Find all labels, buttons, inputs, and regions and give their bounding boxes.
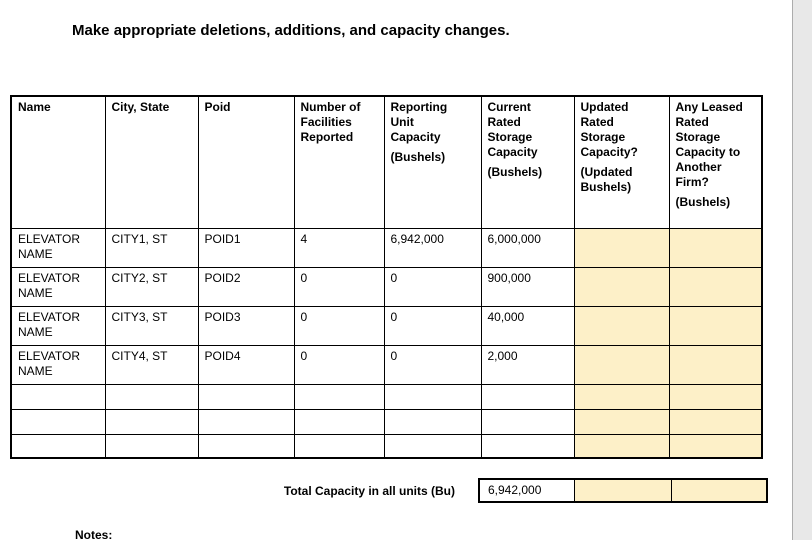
current-rated-capacity-cell: 40,000 (480, 305, 575, 346)
empty-current-rated-capacity-cell[interactable] (480, 383, 575, 410)
empty-name-cell[interactable] (10, 433, 106, 459)
table-row: ELEVATOR NAME CITY2, ST POID2 0 0 900,00… (10, 266, 763, 307)
leased-capacity-input-cell[interactable] (668, 227, 763, 268)
header-label: Reporting Unit Capacity (390, 100, 448, 144)
empty-table-row (10, 408, 763, 435)
header-label: Poid (204, 100, 231, 114)
notes-label: Notes: (75, 528, 113, 542)
total-leased-capacity-input-cell[interactable] (670, 478, 768, 503)
header-label: City, State (111, 100, 170, 114)
table-row: ELEVATOR NAME CITY1, ST POID1 4 6,942,00… (10, 227, 763, 268)
poid-cell: POID3 (197, 305, 295, 346)
header-sub-label: (Bushels) (390, 150, 446, 164)
updated-rated-capacity-input-cell[interactable] (573, 408, 670, 435)
column-header-reporting-unit-capacity: Reporting Unit Capacity (Bushels) (383, 95, 482, 229)
capacity-table: Name City, State Poid Number of Faciliti… (10, 95, 763, 459)
updated-rated-capacity-input-cell[interactable] (573, 433, 670, 459)
leased-capacity-input-cell[interactable] (668, 305, 763, 346)
header-label: Any Leased Rated Storage Capacity to Ano… (675, 100, 743, 189)
current-rated-capacity-cell: 900,000 (480, 266, 575, 307)
leased-capacity-input-cell[interactable] (668, 433, 763, 459)
header-sub-label: (Updated Bushels) (580, 165, 633, 194)
column-header-city-state: City, State (104, 95, 199, 229)
table-row: ELEVATOR NAME CITY4, ST POID4 0 0 2,000 (10, 344, 763, 385)
empty-city-state-cell[interactable] (104, 433, 199, 459)
reporting-unit-capacity-cell: 0 (383, 344, 482, 385)
updated-rated-capacity-input-cell[interactable] (573, 266, 670, 307)
column-header-name: Name (10, 95, 106, 229)
header-sub-label: (Bushels) (487, 165, 543, 179)
name-cell: ELEVATOR NAME (10, 227, 106, 268)
facilities-cell: 0 (293, 305, 385, 346)
name-cell: ELEVATOR NAME (10, 266, 106, 307)
empty-facilities-cell[interactable] (293, 433, 385, 459)
empty-city-state-cell[interactable] (104, 408, 199, 435)
empty-reporting-unit-capacity-cell[interactable] (383, 408, 482, 435)
total-capacity-label: Total Capacity in all units (Bu) (283, 484, 455, 498)
empty-poid-cell[interactable] (197, 408, 295, 435)
reporting-unit-capacity-cell: 0 (383, 266, 482, 307)
column-header-facilities: Number of Facilities Reported (293, 95, 385, 229)
empty-table-row (10, 383, 763, 410)
total-updated-capacity-input-cell[interactable] (573, 478, 672, 503)
page-edge-gutter (792, 0, 812, 540)
poid-cell: POID2 (197, 266, 295, 307)
empty-facilities-cell[interactable] (293, 383, 385, 410)
empty-current-rated-capacity-cell[interactable] (480, 433, 575, 459)
leased-capacity-input-cell[interactable] (668, 266, 763, 307)
updated-rated-capacity-input-cell[interactable] (573, 383, 670, 410)
empty-poid-cell[interactable] (197, 383, 295, 410)
empty-reporting-unit-capacity-cell[interactable] (383, 383, 482, 410)
facilities-cell: 0 (293, 344, 385, 385)
empty-name-cell[interactable] (10, 383, 106, 410)
column-header-current-rated-capacity: Current Rated Storage Capacity (Bushels) (480, 95, 575, 229)
leased-capacity-input-cell[interactable] (668, 408, 763, 435)
current-rated-capacity-cell: 6,000,000 (480, 227, 575, 268)
current-rated-capacity-cell: 2,000 (480, 344, 575, 385)
poid-cell: POID1 (197, 227, 295, 268)
instruction-title: Make appropriate deletions, additions, a… (72, 22, 510, 39)
reporting-unit-capacity-cell: 6,942,000 (383, 227, 482, 268)
empty-facilities-cell[interactable] (293, 408, 385, 435)
city-state-cell: CITY4, ST (104, 344, 199, 385)
header-sub-label: (Bushels) (675, 195, 731, 209)
total-capacity-table: 6,942,000 (478, 478, 768, 503)
column-header-leased-capacity: Any Leased Rated Storage Capacity to Ano… (668, 95, 763, 229)
facilities-cell: 4 (293, 227, 385, 268)
empty-name-cell[interactable] (10, 408, 106, 435)
empty-current-rated-capacity-cell[interactable] (480, 408, 575, 435)
poid-cell: POID4 (197, 344, 295, 385)
total-row: 6,942,000 (478, 478, 768, 503)
reporting-unit-capacity-cell: 0 (383, 305, 482, 346)
column-header-updated-rated-capacity: Updated Rated Storage Capacity? (Updated … (573, 95, 670, 229)
name-cell: ELEVATOR NAME (10, 305, 106, 346)
empty-poid-cell[interactable] (197, 433, 295, 459)
updated-rated-capacity-input-cell[interactable] (573, 305, 670, 346)
header-label: Number of Facilities Reported (300, 100, 361, 144)
header-label: Updated Rated Storage Capacity? (580, 100, 638, 159)
empty-reporting-unit-capacity-cell[interactable] (383, 433, 482, 459)
header-label: Current Rated Storage Capacity (487, 100, 538, 159)
facilities-cell: 0 (293, 266, 385, 307)
header-row: Name City, State Poid Number of Faciliti… (10, 95, 763, 229)
city-state-cell: CITY3, ST (104, 305, 199, 346)
name-cell: ELEVATOR NAME (10, 344, 106, 385)
empty-city-state-cell[interactable] (104, 383, 199, 410)
leased-capacity-input-cell[interactable] (668, 383, 763, 410)
table-row: ELEVATOR NAME CITY3, ST POID3 0 0 40,000 (10, 305, 763, 346)
updated-rated-capacity-input-cell[interactable] (573, 227, 670, 268)
total-capacity-value: 6,942,000 (478, 478, 575, 503)
empty-table-row (10, 433, 763, 459)
updated-rated-capacity-input-cell[interactable] (573, 344, 670, 385)
city-state-cell: CITY2, ST (104, 266, 199, 307)
header-label: Name (18, 100, 51, 114)
city-state-cell: CITY1, ST (104, 227, 199, 268)
leased-capacity-input-cell[interactable] (668, 344, 763, 385)
column-header-poid: Poid (197, 95, 295, 229)
